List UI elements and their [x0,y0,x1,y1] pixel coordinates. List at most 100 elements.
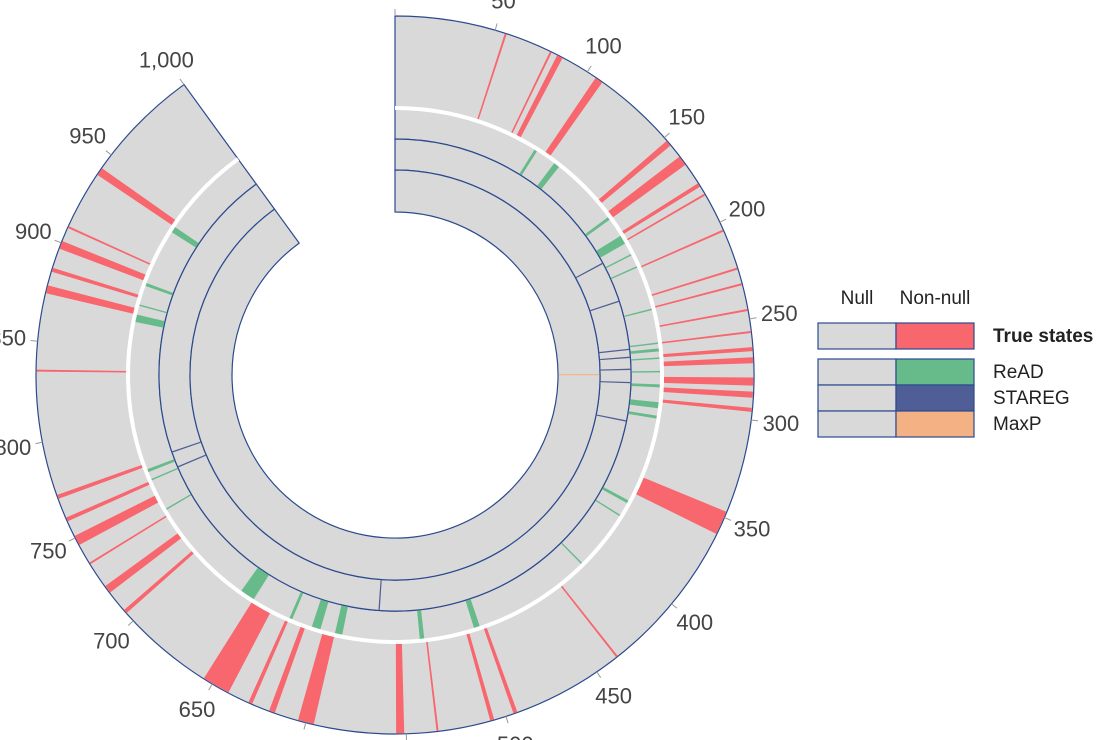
legend-row-stareg: STAREG [817,384,1070,412]
legend-null-swatch [817,358,897,386]
non-null-region [629,342,659,348]
legend-null-swatch [817,384,897,412]
non-null-region [334,605,348,636]
tick-label: 200 [729,196,766,221]
non-null-region [620,183,700,235]
non-null-region [649,267,738,297]
non-null-region [59,241,148,282]
non-null-region [171,226,199,248]
non-null-region [74,494,161,545]
non-null-region [146,459,175,473]
non-null-region [544,77,603,158]
tick-label: 900 [15,219,52,244]
non-null-region [311,599,329,630]
tick-label: 350 [734,516,771,541]
non-null-region [138,304,167,314]
non-null-region [657,308,748,328]
axis-tick [719,218,727,223]
non-null-region [600,368,631,371]
non-null-region [51,267,141,299]
non-null-region [97,168,178,227]
non-null-region [606,156,686,219]
non-null-region [68,226,153,266]
non-null-region [596,235,626,258]
non-null-region [596,141,671,205]
non-null-region [537,162,560,190]
non-null-region [298,631,335,725]
axis-tick [54,239,62,244]
non-null-region [633,476,727,534]
tick-label: 100 [585,34,622,59]
non-null-region [417,610,425,640]
non-null-region [105,531,184,593]
tick-label: 300 [763,411,800,436]
axis-tick [596,671,602,678]
tick-label: 750 [30,539,67,564]
non-null-region [629,399,659,409]
axis-tick [724,517,732,521]
axis-tick [35,441,43,445]
non-null-region [150,467,178,481]
non-null-region [652,283,742,309]
non-null-region [66,481,152,522]
axis-tick [105,150,112,156]
non-null-region [575,262,603,279]
non-null-region [134,314,165,328]
non-null-region [476,33,507,122]
axis-tick [749,317,757,320]
non-null-region [510,51,552,136]
track-band-maxp [189,169,601,581]
non-null-region [585,216,611,237]
non-null-region [425,639,439,731]
tick-label: 950 [69,124,106,149]
non-null-region [661,387,754,398]
legend-row-maxp: MaxP [817,410,1042,438]
non-null-region [124,549,196,613]
non-null-region [595,499,621,517]
non-null-region [559,583,618,658]
non-null-region [465,599,480,629]
legend-header-non-null: Non-null [900,288,971,309]
non-null-region [558,374,600,376]
non-null-region [515,55,563,140]
non-null-region [605,253,632,269]
legend-label: STAREG [993,388,1070,409]
axis-tick [586,65,592,73]
tick-label: 400 [676,610,713,635]
non-null-region [519,149,538,176]
axis-tick [505,716,509,724]
non-null-region [165,494,192,510]
non-null-region [289,592,304,620]
non-null-region [631,383,661,388]
legend-non-null-swatch [895,384,975,412]
non-null-region [630,348,660,354]
track-separator [126,106,664,644]
non-null-region [631,370,661,373]
track-read [134,149,661,640]
tick-label: 650 [179,697,216,722]
axis-tick [127,620,134,626]
non-null-region [624,308,653,318]
non-null-region [46,285,137,315]
non-null-region [659,330,751,344]
tick-label: 600 [280,739,317,740]
non-null-region [661,376,754,386]
non-null-region [248,618,289,704]
axis-tick [494,23,498,31]
axis-tick [671,603,678,609]
non-null-region [661,357,754,367]
tracks-layer [35,15,755,735]
legend-non-null-swatch [895,410,975,438]
track-stareg [172,262,631,610]
non-null-region [599,356,630,361]
legend-row-true-states: True states [817,322,1093,350]
non-null-region [610,266,638,280]
track-maxp [558,374,600,376]
axis-tick [179,78,185,85]
tick-label: 800 [0,435,31,460]
tick-label: 450 [595,684,632,709]
axis-tick [68,537,76,542]
legend-label: MaxP [993,414,1042,435]
non-null-region [624,193,706,242]
